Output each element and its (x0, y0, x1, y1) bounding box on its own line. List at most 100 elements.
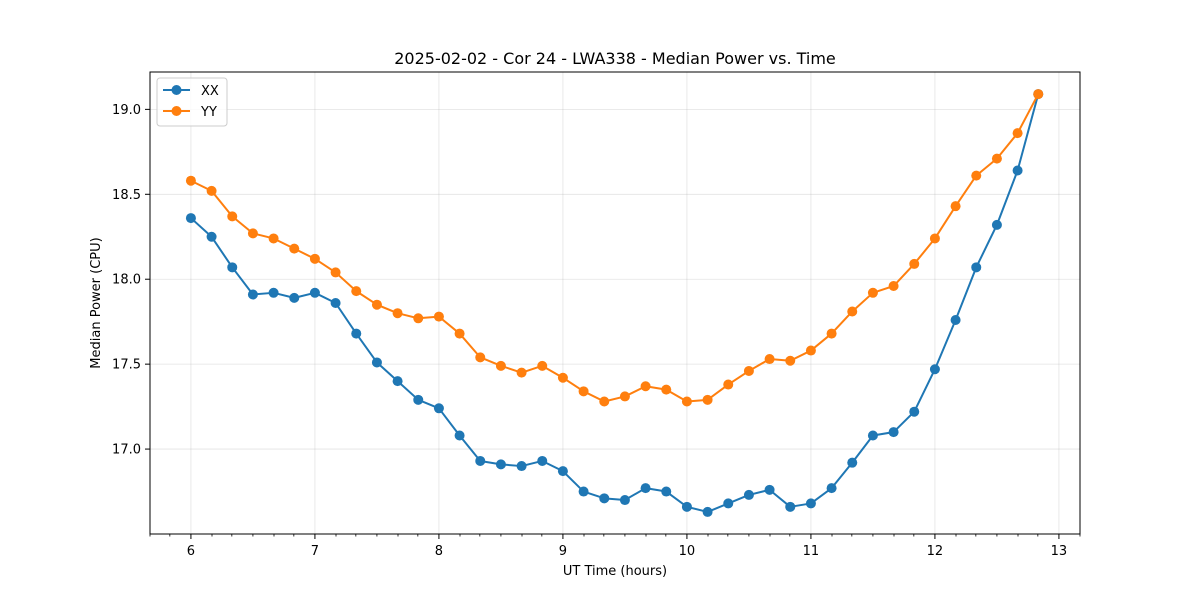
data-point-yy (702, 394, 713, 405)
data-point-yy (516, 367, 527, 378)
chart-title: 2025-02-02 - Cor 24 - LWA338 - Median Po… (394, 49, 836, 68)
data-point-xx (743, 489, 754, 500)
data-point-yy (805, 345, 816, 356)
data-point-yy (619, 391, 630, 402)
data-point-yy (640, 381, 651, 392)
data-point-xx (433, 403, 444, 414)
data-point-yy (475, 352, 486, 363)
data-point-yy (599, 396, 610, 407)
data-point-yy (330, 267, 341, 278)
grid-lines (150, 72, 1080, 534)
x-tick-label: 9 (559, 544, 567, 559)
y-tick-label: 17.5 (112, 358, 141, 373)
data-point-xx (847, 457, 858, 468)
x-tick-label: 13 (1051, 544, 1068, 559)
x-tick-label: 7 (311, 544, 319, 559)
legend-marker-xx (171, 85, 182, 95)
axis-ticks: 6 7 8 9 10 11 12 13 17.0 17.5 18.0 18.5 19.0 (112, 103, 1081, 559)
data-point-yy (495, 360, 506, 371)
data-point-xx (537, 455, 548, 466)
data-point-xx (268, 287, 279, 298)
data-point-yy (309, 253, 320, 264)
data-point-yy (681, 396, 692, 407)
data-point-yy (950, 201, 961, 212)
data-point-xx (351, 328, 362, 339)
data-point-xx (723, 498, 734, 509)
plot-area-frame (149, 71, 1081, 535)
series-yy (185, 89, 1044, 407)
data-point-xx (227, 262, 238, 273)
series-layer (185, 89, 1044, 517)
data-point-xx (185, 213, 196, 224)
data-point-yy (268, 233, 279, 244)
data-point-xx (1012, 165, 1023, 176)
data-point-xx (599, 493, 610, 504)
data-point-xx (495, 459, 506, 470)
data-point-yy (847, 306, 858, 317)
data-point-xx (516, 461, 527, 472)
data-point-yy (206, 185, 217, 196)
data-point-yy (971, 170, 982, 181)
data-point-xx (805, 498, 816, 509)
data-point-yy (392, 308, 403, 319)
data-point-xx (681, 501, 692, 512)
data-point-xx (764, 484, 775, 495)
y-axis-label: Median Power (CPU) (89, 237, 104, 368)
data-point-xx (826, 483, 837, 494)
data-point-yy (867, 287, 878, 298)
data-point-xx (950, 314, 961, 325)
data-point-xx (309, 287, 320, 298)
x-tick-label: 10 (679, 544, 696, 559)
data-point-xx (661, 486, 672, 497)
data-point-yy (371, 299, 382, 310)
data-point-yy (289, 243, 300, 254)
data-point-xx (247, 289, 258, 300)
data-point-yy (723, 379, 734, 390)
data-point-xx (578, 486, 589, 497)
data-point-xx (371, 357, 382, 368)
data-point-xx (929, 364, 940, 375)
x-axis-label: UT Time (hours) (563, 564, 667, 579)
data-point-yy (433, 311, 444, 322)
data-point-xx (971, 262, 982, 273)
y-tick-label: 19.0 (112, 103, 141, 118)
data-point-yy (1033, 89, 1044, 100)
data-point-yy (227, 211, 238, 222)
data-point-xx (206, 231, 217, 242)
data-point-xx (557, 466, 568, 477)
data-point-yy (888, 281, 899, 292)
data-point-xx (867, 430, 878, 441)
data-point-xx (330, 298, 341, 308)
data-point-xx (289, 292, 300, 303)
data-point-yy (185, 175, 196, 186)
data-point-yy (557, 372, 568, 383)
data-point-yy (785, 355, 796, 366)
data-point-yy (537, 360, 548, 371)
y-tick-label: 18.5 (112, 188, 141, 203)
data-point-yy (743, 365, 754, 376)
legend: XX YY (156, 77, 228, 127)
data-point-yy (826, 328, 837, 339)
data-point-yy (929, 233, 940, 244)
y-tick-label: 17.0 (112, 443, 141, 458)
legend-label-yy: YY (200, 105, 217, 120)
data-point-yy (578, 386, 589, 397)
data-point-xx (991, 219, 1002, 230)
data-point-yy (454, 328, 465, 339)
series-xx (185, 89, 1044, 517)
data-point-yy (909, 258, 920, 269)
data-point-xx (909, 406, 920, 417)
data-point-xx (392, 376, 403, 387)
data-point-yy (413, 313, 424, 324)
legend-label-xx: XX (201, 84, 219, 99)
data-point-xx (640, 483, 651, 494)
legend-marker-yy (171, 106, 182, 116)
x-tick-label: 12 (927, 544, 944, 559)
data-point-xx (475, 455, 486, 466)
data-point-yy (351, 286, 362, 297)
data-point-yy (764, 354, 775, 365)
data-point-xx (454, 430, 465, 441)
x-tick-label: 8 (435, 544, 443, 559)
data-point-yy (991, 153, 1002, 164)
